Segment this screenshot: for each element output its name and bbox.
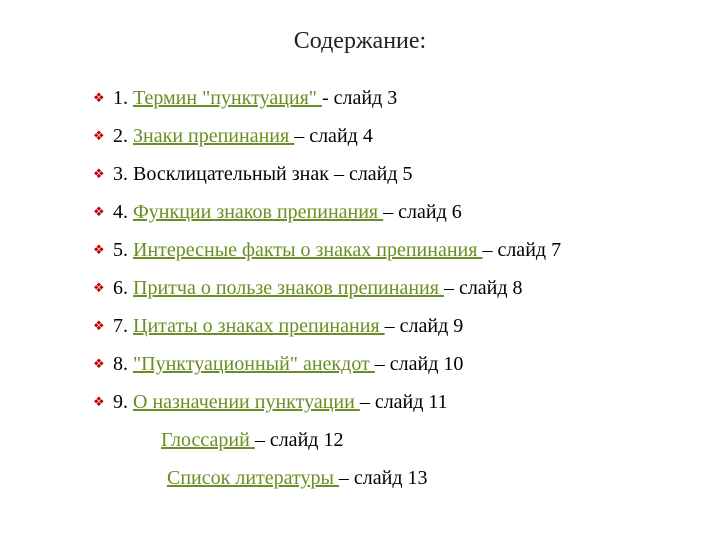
toc-item-suffix: - слайд 3 (322, 87, 397, 109)
toc-item: ❖2. Знаки препинания – слайд 4 (115, 123, 680, 149)
toc-item-text: 7. Цитаты о знаках препинания – слайд 9 (113, 313, 680, 339)
toc-item-link[interactable]: Цитаты о знаках препинания (133, 315, 385, 337)
slide-title: Содержание: (0, 0, 720, 85)
toc-item: ❖8. "Пунктуационный" анекдот – слайд 10 (115, 351, 680, 377)
toc-item-number: 5. (113, 239, 133, 261)
toc-item-text: 6. Притча о пользе знаков препинания – с… (113, 275, 680, 301)
toc-item-number: 1. (113, 87, 133, 109)
toc-item-text: 4. Функции знаков препинания – слайд 6 (113, 199, 680, 225)
toc-item-number: 9. (113, 391, 133, 413)
toc-item: ❖3. Восклицательный знак – слайд 5 (115, 161, 680, 187)
toc-item-link[interactable]: Глоссарий (161, 429, 255, 451)
toc-item: ❖1. Термин "пунктуация" - слайд 3 (115, 85, 680, 111)
toc-item-text: Глоссарий – слайд 12 (113, 427, 680, 453)
toc-item-text: 2. Знаки препинания – слайд 4 (113, 123, 680, 149)
toc-item-suffix: – слайд 6 (383, 201, 462, 223)
slide: Содержание: ❖1. Термин "пунктуация" - сл… (0, 0, 720, 540)
toc-list: ❖1. Термин "пунктуация" - слайд 3❖2. Зна… (0, 85, 720, 491)
toc-item-number: 4. (113, 201, 133, 223)
toc-item-text: 9. О назначении пунктуации – слайд 11 (113, 389, 680, 415)
toc-item-number: 7. (113, 315, 133, 337)
toc-item-suffix: – слайд 12 (255, 429, 344, 451)
toc-item: Глоссарий – слайд 12 (115, 427, 680, 453)
toc-item-text: 5. Интересные факты о знаках препинания … (113, 237, 680, 263)
diamond-bullet-icon: ❖ (93, 389, 113, 415)
toc-item-suffix: – слайд 11 (360, 391, 448, 413)
toc-item-link[interactable]: Список литературы (167, 467, 339, 489)
toc-item-suffix: – слайд 7 (482, 239, 561, 261)
diamond-bullet-icon: ❖ (93, 123, 113, 149)
toc-item-number: 3. Восклицательный знак – слайд 5 (113, 163, 413, 185)
toc-item: ❖9. О назначении пунктуации – слайд 11 (115, 389, 680, 415)
toc-item-suffix: – слайд 9 (385, 315, 464, 337)
diamond-bullet-icon: ❖ (93, 313, 113, 339)
toc-item-link[interactable]: Функции знаков препинания (133, 201, 383, 223)
toc-item-link[interactable]: "Пунктуационный" анекдот (133, 353, 375, 375)
toc-item-text: 1. Термин "пунктуация" - слайд 3 (113, 85, 680, 111)
toc-item-number: 2. (113, 125, 133, 147)
diamond-bullet-icon: ❖ (93, 85, 113, 111)
toc-item-text: 3. Восклицательный знак – слайд 5 (113, 161, 680, 187)
toc-item-suffix: – слайд 4 (294, 125, 373, 147)
toc-item: ❖4. Функции знаков препинания – слайд 6 (115, 199, 680, 225)
toc-item-text: 8. "Пунктуационный" анекдот – слайд 10 (113, 351, 680, 377)
toc-item: ❖7. Цитаты о знаках препинания – слайд 9 (115, 313, 680, 339)
toc-item-number: 6. (113, 277, 133, 299)
toc-item-link[interactable]: Термин "пунктуация" (133, 87, 322, 109)
toc-item-suffix: – слайд 13 (339, 467, 428, 489)
toc-item-link[interactable]: О назначении пунктуации (133, 391, 360, 413)
toc-item-number: 8. (113, 353, 133, 375)
toc-item: Список литературы – слайд 13 (115, 465, 680, 491)
toc-item-suffix: – слайд 10 (375, 353, 464, 375)
diamond-bullet-icon: ❖ (93, 237, 113, 263)
diamond-bullet-icon: ❖ (93, 161, 113, 187)
diamond-bullet-icon: ❖ (93, 351, 113, 377)
toc-item: ❖5. Интересные факты о знаках препинания… (115, 237, 680, 263)
toc-item-text: Список литературы – слайд 13 (113, 465, 680, 491)
toc-item-link[interactable]: Интересные факты о знаках препинания (133, 239, 482, 261)
toc-item: ❖6. Притча о пользе знаков препинания – … (115, 275, 680, 301)
toc-item-suffix: – слайд 8 (444, 277, 523, 299)
toc-item-link[interactable]: Притча о пользе знаков препинания (133, 277, 444, 299)
toc-item-link[interactable]: Знаки препинания (133, 125, 294, 147)
diamond-bullet-icon: ❖ (93, 199, 113, 225)
diamond-bullet-icon: ❖ (93, 275, 113, 301)
